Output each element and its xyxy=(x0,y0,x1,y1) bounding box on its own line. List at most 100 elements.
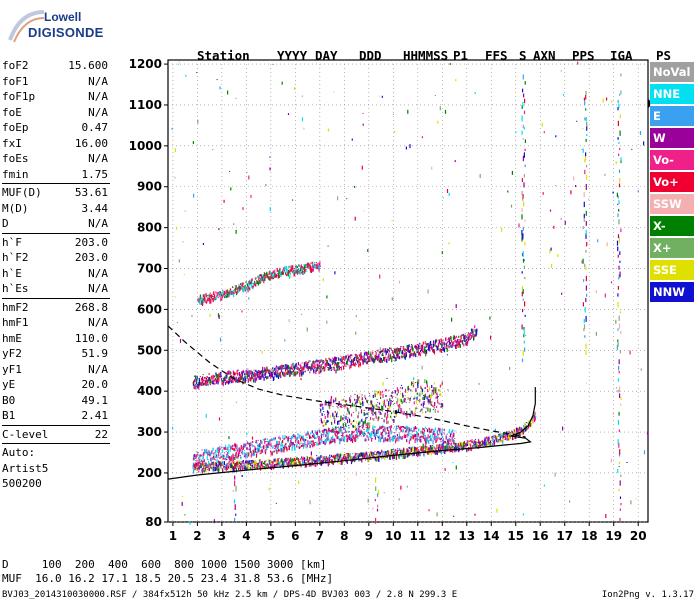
echo-point xyxy=(197,468,200,470)
echo-point xyxy=(251,282,253,284)
param-value: N/A xyxy=(88,105,108,119)
noise-point xyxy=(444,468,446,471)
echo-point xyxy=(194,468,196,471)
echo-point xyxy=(336,365,338,369)
echo-point xyxy=(425,407,427,409)
echo-point xyxy=(354,425,357,430)
noise-point xyxy=(524,148,526,152)
echo-point xyxy=(239,455,241,457)
echo-point xyxy=(194,454,196,458)
echo-point xyxy=(361,424,363,426)
echo-point xyxy=(518,428,520,433)
echo-point xyxy=(409,397,412,399)
echo-point xyxy=(431,344,433,345)
echo-point xyxy=(395,348,397,352)
echo-point xyxy=(463,440,465,444)
echo-point xyxy=(231,448,234,450)
noise-point xyxy=(522,198,524,201)
echo-point xyxy=(240,461,242,463)
echo-point xyxy=(319,429,321,433)
echo-point xyxy=(485,436,487,439)
echo-point xyxy=(431,347,434,350)
echo-point xyxy=(296,268,298,272)
echo-point xyxy=(299,271,301,275)
noise-point xyxy=(639,131,642,135)
noise-point xyxy=(583,217,585,222)
noise-point xyxy=(585,343,587,350)
echo-point xyxy=(392,450,394,454)
echo-point xyxy=(468,440,470,442)
echo-point xyxy=(267,443,269,448)
echo-point xyxy=(393,419,395,423)
echo-point xyxy=(276,446,278,450)
echo-point xyxy=(343,426,345,430)
echo-point xyxy=(449,433,452,437)
noise-point xyxy=(616,192,618,197)
echo-point xyxy=(271,461,273,464)
param-value: N/A xyxy=(88,362,108,376)
echo-point xyxy=(273,464,276,469)
echo-point xyxy=(260,445,262,448)
echo-point xyxy=(306,432,308,435)
echo-point xyxy=(316,443,318,446)
echo-point xyxy=(284,372,286,375)
echo-point xyxy=(277,375,280,380)
echo-point xyxy=(436,405,438,408)
echo-point xyxy=(431,445,434,447)
echo-point xyxy=(466,335,468,338)
noise-point xyxy=(523,201,525,207)
echo-point xyxy=(387,426,389,431)
echo-point xyxy=(327,456,329,458)
echo-point xyxy=(245,444,247,446)
echo-point xyxy=(335,456,338,460)
echo-point xyxy=(410,433,412,435)
echo-point xyxy=(334,360,336,364)
echo-point xyxy=(403,453,405,454)
echo-point xyxy=(393,426,396,428)
echo-point xyxy=(242,282,244,285)
echo-point xyxy=(236,462,238,466)
y-tick-label: 800 xyxy=(137,221,162,235)
echo-point xyxy=(257,371,259,374)
noise-point xyxy=(375,517,377,524)
echo-point xyxy=(425,352,427,357)
echo-point xyxy=(280,465,282,467)
noise-point xyxy=(583,324,586,329)
noise-point xyxy=(617,100,619,104)
echo-point xyxy=(376,435,378,436)
echo-point xyxy=(209,380,211,385)
noise-point xyxy=(617,293,619,297)
echo-point xyxy=(311,430,313,434)
echo-point xyxy=(253,283,255,285)
echo-point xyxy=(525,425,527,428)
echo-point xyxy=(203,294,205,297)
header-label-pps: PPS xyxy=(572,48,595,63)
echo-point xyxy=(278,372,280,377)
echo-point xyxy=(311,441,313,443)
echo-point xyxy=(332,455,334,458)
echo-point xyxy=(299,368,301,370)
echo-point xyxy=(297,437,299,439)
echo-point xyxy=(361,356,363,358)
echo-point xyxy=(282,270,284,272)
echo-point xyxy=(479,441,481,442)
echo-point xyxy=(440,445,443,450)
noise-point xyxy=(629,350,631,355)
noise-point xyxy=(619,393,621,398)
echo-point xyxy=(370,353,372,358)
echo-point xyxy=(218,377,220,382)
echo-point xyxy=(341,405,343,408)
noise-point xyxy=(620,73,622,77)
param-row: h`F 203.0 xyxy=(2,235,110,251)
echo-point xyxy=(279,449,281,452)
echo-point xyxy=(381,425,383,429)
echo-point xyxy=(367,455,369,460)
echo-point xyxy=(390,430,392,435)
noise-point xyxy=(444,109,447,114)
noise-point xyxy=(522,74,524,80)
noise-point xyxy=(606,97,608,101)
echo-point xyxy=(414,397,416,399)
echo-point xyxy=(319,360,321,363)
noise-point xyxy=(361,165,363,170)
echo-point xyxy=(216,447,218,451)
